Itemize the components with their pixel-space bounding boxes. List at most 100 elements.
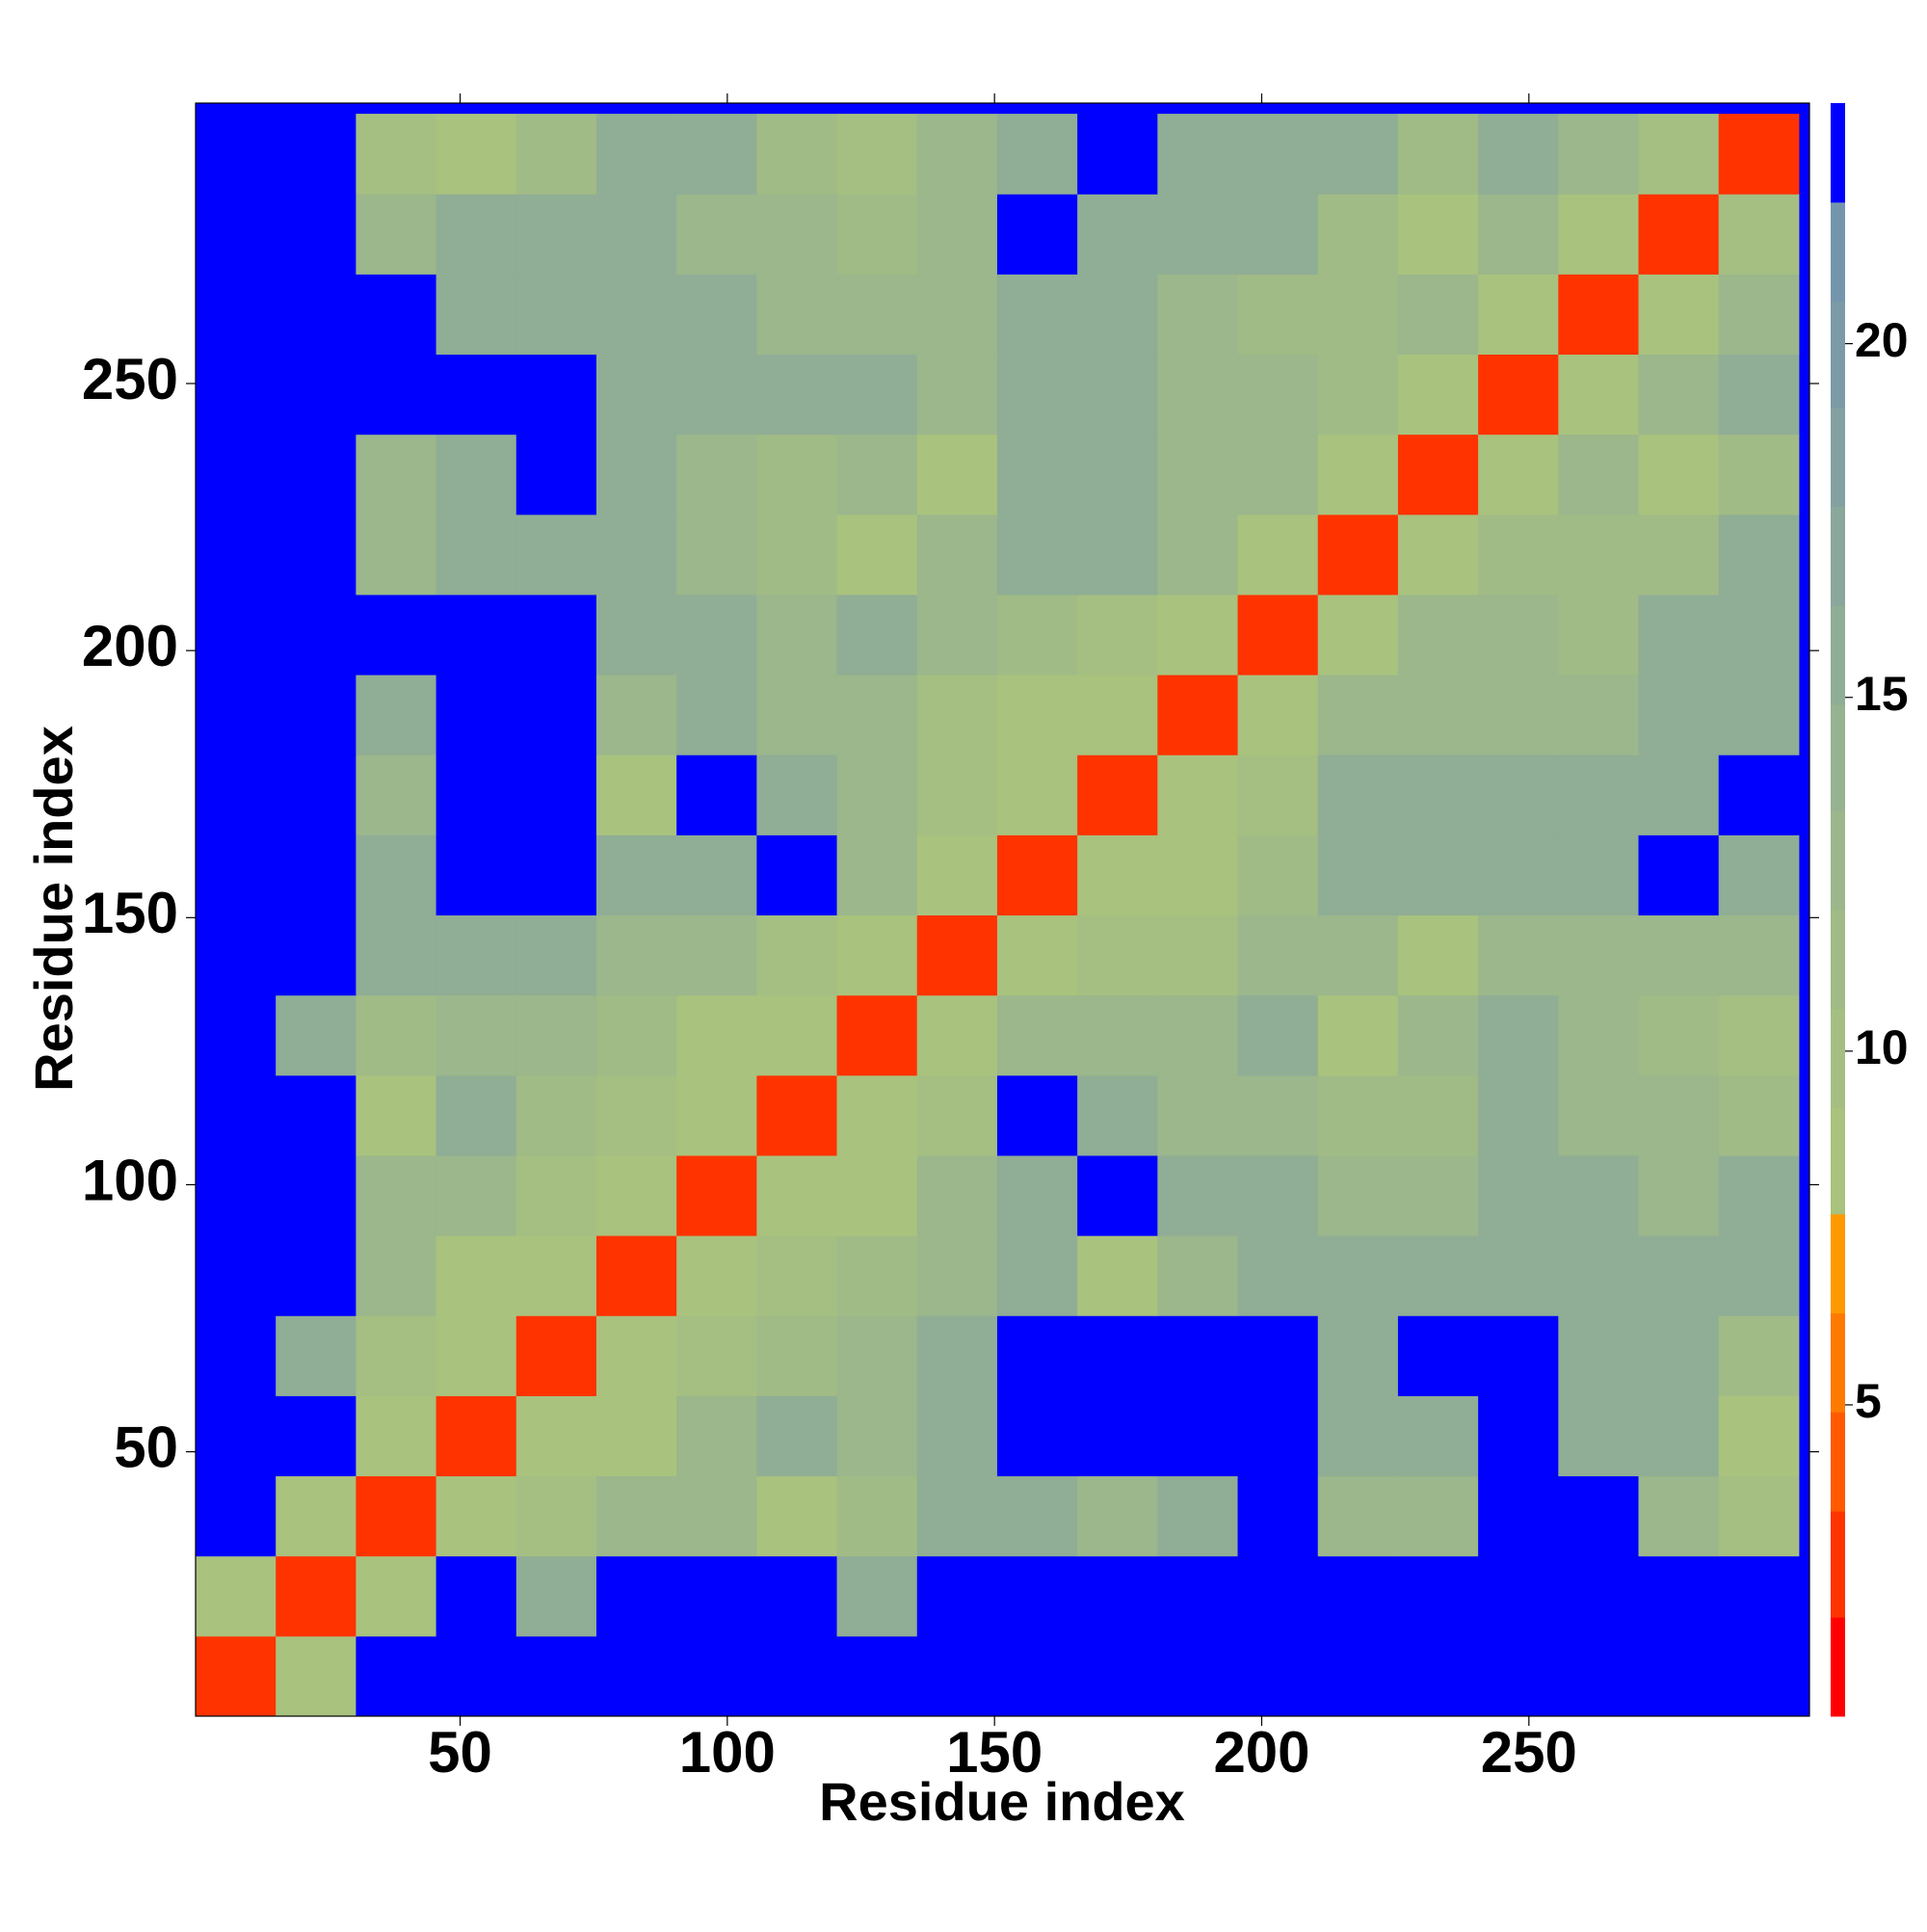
- heatmap-cell: [196, 675, 277, 755]
- heatmap-cell: [1317, 114, 1399, 195]
- heatmap-cell: [1718, 1555, 1800, 1637]
- colorbar-band: [1831, 605, 1845, 705]
- heatmap-cell: [515, 194, 597, 275]
- colorbar-band: [1831, 1511, 1845, 1618]
- heatmap-cell: [1237, 1154, 1319, 1236]
- heatmap-cell: [1237, 994, 1319, 1076]
- heatmap-cell: [836, 1635, 918, 1717]
- heatmap-cell: [1317, 1555, 1399, 1637]
- heatmap-cell: [1718, 274, 1800, 356]
- heatmap-cell: [356, 1395, 437, 1477]
- heatmap-cell: [996, 914, 1078, 996]
- colorbar-band: [1831, 1008, 1845, 1109]
- heatmap-cell: [1638, 1635, 1720, 1717]
- heatmap-cell: [1317, 675, 1399, 755]
- heatmap-cell: [1718, 754, 1800, 835]
- heatmap-cell: [436, 1074, 517, 1156]
- heatmap-cell: [515, 354, 597, 436]
- heatmap-cell: [836, 114, 918, 195]
- heatmap-cell: [836, 274, 918, 356]
- heatmap-cell: [276, 1635, 356, 1717]
- heatmap-cell: [1077, 1555, 1158, 1637]
- heatmap-cell: [1397, 1235, 1479, 1316]
- colorbar-tick-label: 15: [1855, 667, 1909, 721]
- heatmap-cell: [436, 834, 517, 916]
- heatmap-cell: [196, 1235, 277, 1316]
- heatmap-cell: [515, 434, 597, 516]
- heatmap-cell: [916, 514, 998, 595]
- heatmap-cell: [756, 1074, 838, 1156]
- heatmap-cell: [595, 514, 677, 595]
- heatmap-cell: [1478, 594, 1559, 675]
- heatmap-cell: [1558, 274, 1640, 356]
- heatmap-cell: [595, 194, 677, 275]
- heatmap-cell: [1237, 1395, 1319, 1477]
- colorbar-band: [1831, 1412, 1845, 1512]
- heatmap-cell: [1237, 594, 1319, 675]
- heatmap-cell: [676, 514, 757, 595]
- heatmap-cell: [595, 1154, 677, 1236]
- heatmap-cell: [676, 1154, 757, 1236]
- heatmap-cell: [676, 594, 757, 675]
- heatmap-cell: [676, 754, 757, 835]
- heatmap-cell: [356, 274, 437, 356]
- heatmap-cell: [676, 914, 757, 996]
- heatmap-cell: [1478, 675, 1559, 755]
- heatmap-cell: [1558, 354, 1640, 436]
- x-axis-label: Residue index: [819, 1771, 1185, 1832]
- colorbar-band: [1831, 1617, 1845, 1717]
- heatmap-cell: [515, 1235, 597, 1316]
- heatmap-cell: [276, 1395, 356, 1477]
- heatmap-cell: [1157, 914, 1239, 996]
- heatmap-cell: [1317, 834, 1399, 916]
- heatmap-cell: [1397, 675, 1479, 755]
- heatmap-cell: [916, 194, 998, 275]
- heatmap-cell: [356, 354, 437, 436]
- heatmap-cell: [756, 1154, 838, 1236]
- heatmap-cell: [595, 274, 677, 356]
- heatmap-cell: [676, 1315, 757, 1396]
- heatmap-cell: [515, 834, 597, 916]
- heatmap-cell: [436, 434, 517, 516]
- heatmap-cell: [1157, 1074, 1239, 1156]
- heatmap-cell: [1397, 1395, 1479, 1477]
- heatmap-cell: [1558, 114, 1640, 195]
- heatmap-cell: [1317, 354, 1399, 436]
- heatmap-cell: [676, 114, 757, 195]
- x-tick-label: 50: [428, 1720, 492, 1785]
- heatmap-cell: [996, 834, 1078, 916]
- heatmap-cell: [1478, 114, 1559, 195]
- heatmap-cell: [436, 1475, 517, 1557]
- heatmap-cell: [1237, 1635, 1319, 1717]
- heatmap-cell: [676, 1235, 757, 1316]
- heatmap-cell: [916, 1315, 998, 1396]
- heatmap-cell: [356, 434, 437, 516]
- heatmap-cell: [756, 114, 838, 195]
- heatmap-cell: [676, 434, 757, 516]
- heatmap-cell: [196, 114, 277, 195]
- heatmap-cell: [1237, 1074, 1319, 1156]
- heatmap-cell: [276, 114, 356, 195]
- heatmap-cell: [756, 914, 838, 996]
- heatmap-cell: [1558, 594, 1640, 675]
- heatmap-cell: [436, 994, 517, 1076]
- heatmap-cell: [436, 914, 517, 996]
- heatmap-cell: [1558, 434, 1640, 516]
- heatmap-cell: [1558, 754, 1640, 835]
- heatmap-cell: [276, 1074, 356, 1156]
- heatmap-cell: [1077, 594, 1158, 675]
- heatmap-cell: [996, 754, 1078, 835]
- heatmap-cell: [756, 1235, 838, 1316]
- heatmap-cell: [996, 434, 1078, 516]
- colorbar-band: [1831, 301, 1845, 409]
- heatmap-cell: [1397, 1635, 1479, 1717]
- colorbar-band: [1831, 407, 1845, 507]
- heatmap-cell: [1718, 675, 1800, 755]
- heatmap-cell: [996, 1635, 1078, 1717]
- heatmap-cell: [515, 914, 597, 996]
- heatmap-cell: [756, 1475, 838, 1557]
- y-axis-label: Residue index: [23, 726, 84, 1092]
- heatmap-cell: [1558, 194, 1640, 275]
- heatmap-cell: [1638, 834, 1720, 916]
- heatmap-cell: [676, 1555, 757, 1637]
